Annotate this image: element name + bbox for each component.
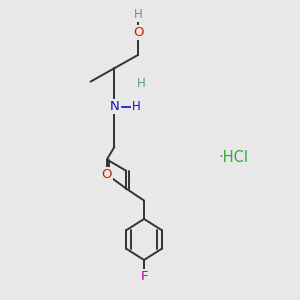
Text: H: H xyxy=(134,8,142,21)
Text: O: O xyxy=(102,168,112,181)
Text: O: O xyxy=(133,26,143,39)
Text: N: N xyxy=(110,100,119,113)
Text: H: H xyxy=(137,76,146,90)
Text: ·HCl: ·HCl xyxy=(218,150,248,165)
Text: H: H xyxy=(132,100,141,113)
Text: F: F xyxy=(140,270,148,283)
